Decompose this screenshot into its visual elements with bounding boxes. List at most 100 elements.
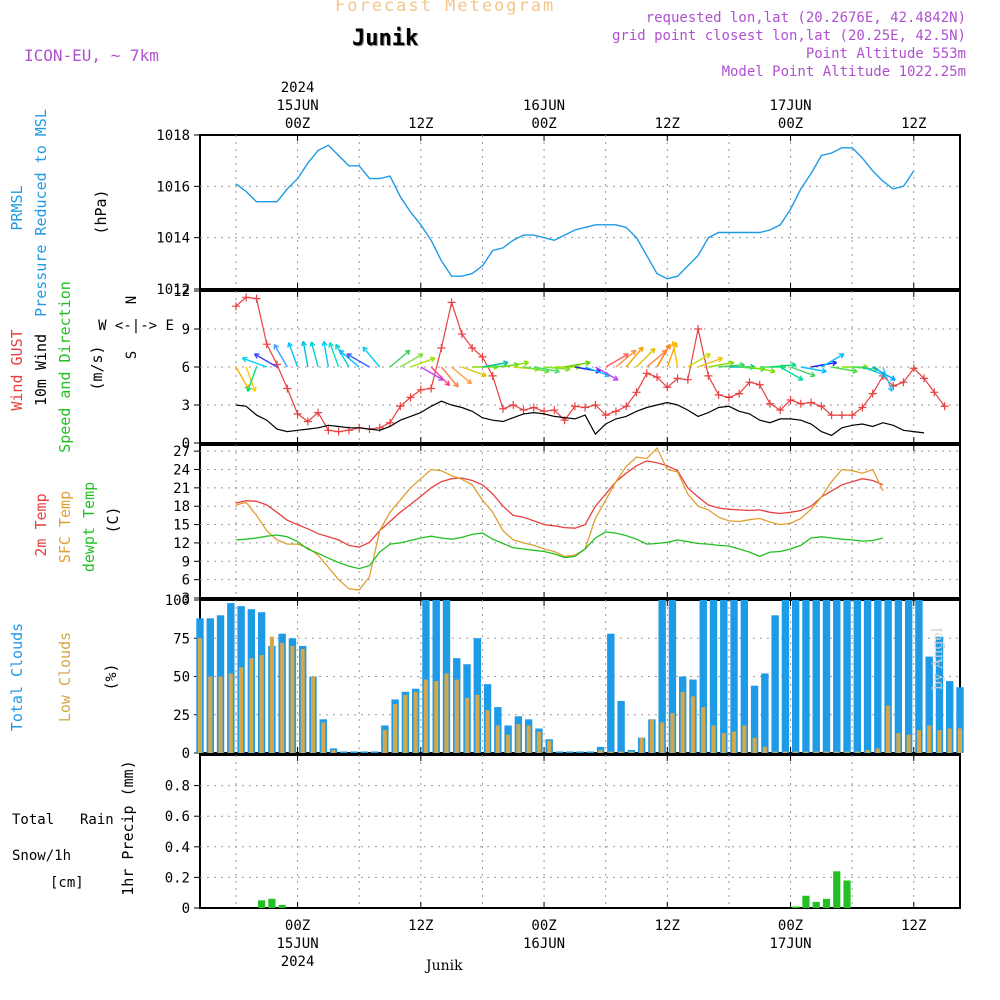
gust-point: [766, 399, 774, 408]
bottom-date-label: 15JUN: [276, 936, 318, 952]
y-tick-label: 0.8: [165, 779, 190, 795]
wind-direction-arrow: [523, 366, 550, 373]
y-tick-label: 0: [182, 746, 190, 762]
low-cloud-bar: [701, 707, 706, 753]
gust-point: [776, 406, 785, 415]
model-label: ICON-EU, ~ 7km: [24, 46, 159, 65]
y-tick-label: 0.6: [165, 809, 190, 825]
total-cloud-bar: [576, 751, 584, 753]
y-tick-label: 21: [173, 481, 190, 497]
gust-point: [242, 293, 251, 302]
low-cloud-bar: [290, 645, 295, 753]
low-cloud-bar: [690, 696, 696, 753]
low-cloud-bar: [454, 679, 459, 753]
low-cloud-bar: [259, 655, 264, 753]
total-cloud-bar: [370, 751, 379, 753]
low-cloud-bar: [752, 737, 757, 753]
wind-arrow-head: [670, 340, 677, 347]
gust-point: [427, 384, 436, 393]
low-cloud-bar: [495, 725, 500, 753]
y-tick-label: 0: [182, 901, 190, 917]
low-cloud-bar: [916, 730, 921, 753]
bottom-time-label: 00Z: [285, 918, 310, 934]
gust-point: [509, 401, 518, 409]
gust-point: [334, 427, 343, 436]
gust-point: [519, 406, 528, 415]
wind-arrow-head: [309, 341, 316, 347]
info-line-3: Point Altitude 553m: [805, 46, 966, 62]
gust-point: [396, 402, 405, 411]
top-time-label: 00Z: [285, 116, 310, 132]
low-cloud-bar: [649, 719, 654, 753]
y-tick-label: 9: [182, 322, 190, 338]
gust-point: [796, 399, 805, 408]
gust-point: [601, 411, 610, 420]
rain-bar: [792, 906, 800, 908]
gust-point: [447, 298, 456, 307]
wind-arrow-head: [328, 342, 334, 348]
total-cloud-bar: [658, 600, 666, 753]
wind-unit-label: (m/s): [88, 345, 106, 390]
wind-arrow-head: [554, 367, 560, 374]
total-cloud-bar: [740, 600, 749, 753]
total-clouds-label: Total Clouds: [8, 623, 26, 731]
total-cloud-bar: [904, 600, 913, 753]
wind-arrow-head: [246, 386, 252, 392]
wind-direction-arrow: [862, 366, 888, 377]
gust-point: [622, 402, 631, 411]
rain-bar: [833, 871, 841, 908]
low-cloud-bar: [824, 751, 829, 753]
total-cloud-bar: [802, 600, 810, 753]
gust-point: [611, 407, 620, 416]
y-tick-label: 6: [182, 360, 190, 376]
gust-point: [324, 426, 333, 435]
gust-point: [303, 417, 312, 426]
wind-arrow-head: [887, 386, 894, 392]
wind-arrow-head: [623, 353, 629, 359]
rain-label-rain: Rain: [80, 812, 114, 828]
location-title: Junik: [352, 26, 419, 51]
pressure-label-prmsl: PRMSL: [8, 185, 26, 230]
gust-point: [807, 398, 816, 407]
top-time-label: 00Z: [778, 116, 803, 132]
total-cloud-bar: [863, 600, 872, 753]
pressure-label-desc: Pressure Reduced to MSL: [32, 109, 50, 317]
total-cloud-bar: [566, 751, 574, 753]
low-cloud-bar: [793, 751, 798, 753]
total-cloud-bar: [946, 681, 954, 753]
gust-point: [817, 402, 826, 411]
low-cloud-bar: [516, 723, 521, 753]
total-cloud-bar: [750, 685, 759, 753]
wind-direction-arrow: [800, 366, 827, 373]
gust-point: [498, 404, 507, 413]
low-cloud-bar: [896, 733, 901, 753]
low-cloud-bar: [239, 667, 244, 753]
dewpoint-label: dewpt Temp: [80, 482, 98, 572]
wind-arrow-head: [523, 360, 530, 367]
top-time-label: 00Z: [531, 116, 556, 132]
total-cloud-bar: [956, 687, 964, 753]
low-cloud-bar: [732, 731, 737, 753]
wind-direction-arrow: [595, 366, 619, 381]
wind-arrow-head: [335, 343, 341, 350]
y-tick-label: 12: [173, 536, 190, 552]
low-cloud-bar: [598, 749, 603, 753]
low-cloud-bar: [834, 751, 839, 753]
wind-direction-arrow: [430, 366, 450, 386]
wind-direction-arrow: [821, 353, 845, 368]
top-date-label: 15JUN: [276, 98, 318, 114]
gust-point: [704, 371, 713, 380]
top-time-label: 12Z: [901, 116, 926, 132]
wind-direction-arrow: [533, 366, 560, 373]
compass-west-east: W <-|-> E: [98, 318, 174, 334]
low-cloud-bar: [413, 691, 418, 753]
low-cloud-bar: [814, 751, 819, 753]
total-cloud-bar: [935, 636, 944, 753]
wind-direction-arrow: [440, 366, 459, 388]
low-cloud-bar: [906, 734, 911, 753]
low-cloud-bar: [321, 722, 326, 753]
wind-direction-arrow: [749, 366, 776, 373]
gust-point: [755, 380, 764, 389]
wind-direction-arrow: [779, 366, 804, 381]
gust-point: [457, 330, 466, 339]
